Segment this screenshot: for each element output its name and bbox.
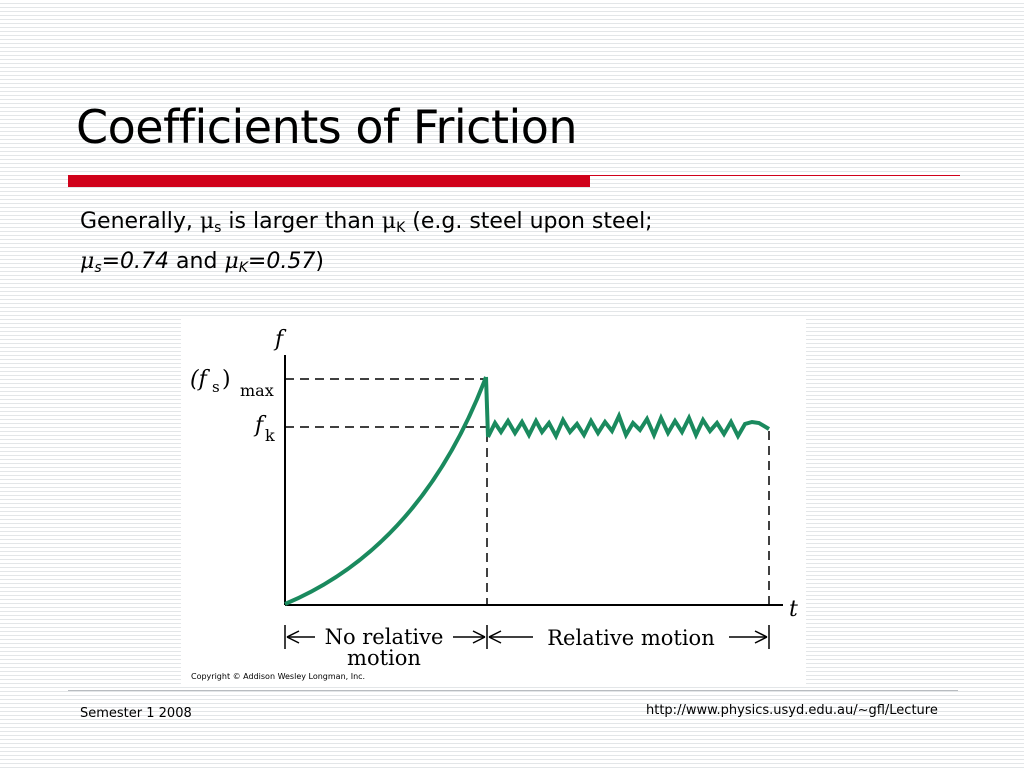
body-line-2: μs=0.74 and μK=0.57)	[80, 245, 940, 285]
friction-graph-svg: f t (f s ) max f k No relative motion Re…	[190, 327, 798, 681]
fs-max-label-close: )	[222, 367, 231, 392]
mu-k-symbol-2: μ	[224, 249, 239, 274]
mu-k-subscript-2: K	[238, 260, 248, 276]
right-region-arrowhead-b	[754, 630, 768, 644]
title-underline-rule	[590, 175, 960, 176]
fs-max-label-max: max	[240, 381, 274, 400]
body-mid: is larger than	[221, 209, 382, 234]
title-underline-accent	[68, 175, 590, 187]
fs-max-label-s: s	[212, 378, 220, 396]
mu-s-symbol: μ	[199, 209, 215, 234]
body-text: Generally, μs is larger than μK (e.g. st…	[80, 205, 940, 285]
slide-title: Coefficients of Friction	[76, 100, 578, 154]
friction-graph-figure: f t (f s ) max f k No relative motion Re…	[181, 319, 806, 687]
right-region-label: Relative motion	[547, 626, 714, 650]
body-suffix: (e.g. steel upon steel;	[405, 209, 653, 234]
y-axis-label: f	[273, 327, 287, 352]
figure-copyright: Copyright © Addison Wesley Longman, Inc.	[191, 672, 365, 681]
left-region-label-line1: No relative	[325, 625, 444, 649]
mu-s-subscript-2: s	[94, 260, 102, 276]
body-and: and	[169, 249, 225, 274]
mu-k-symbol: μ	[381, 209, 397, 234]
mu-k-subscript: K	[396, 220, 406, 236]
right-region-arrowhead-a	[488, 630, 502, 644]
x-axis-label: t	[789, 597, 798, 622]
mu-k-value: =0.57	[247, 249, 316, 274]
static-friction-curve	[284, 376, 488, 606]
fk-label-k: k	[265, 426, 275, 445]
fs-max-label-f: (f	[190, 367, 211, 392]
left-region-label-line2: motion	[347, 646, 421, 670]
body-line-1: Generally, μs is larger than μK (e.g. st…	[80, 205, 940, 245]
mu-s-symbol-2: μ	[80, 249, 95, 274]
body-prefix: Generally,	[80, 209, 200, 234]
body-close: )	[315, 249, 324, 274]
mu-s-subscript: s	[214, 220, 222, 236]
footer-rule	[68, 690, 958, 691]
friction-drop	[484, 376, 490, 438]
footer-url: http://www.physics.usyd.edu.au/~gfl/Lect…	[646, 703, 938, 718]
left-region-arrowhead-a	[286, 630, 300, 644]
mu-s-value: =0.74	[101, 249, 170, 274]
footer-semester: Semester 1 2008	[80, 706, 192, 721]
left-region-arrowhead-b	[472, 630, 486, 644]
kinetic-friction-zigzag	[486, 410, 771, 441]
